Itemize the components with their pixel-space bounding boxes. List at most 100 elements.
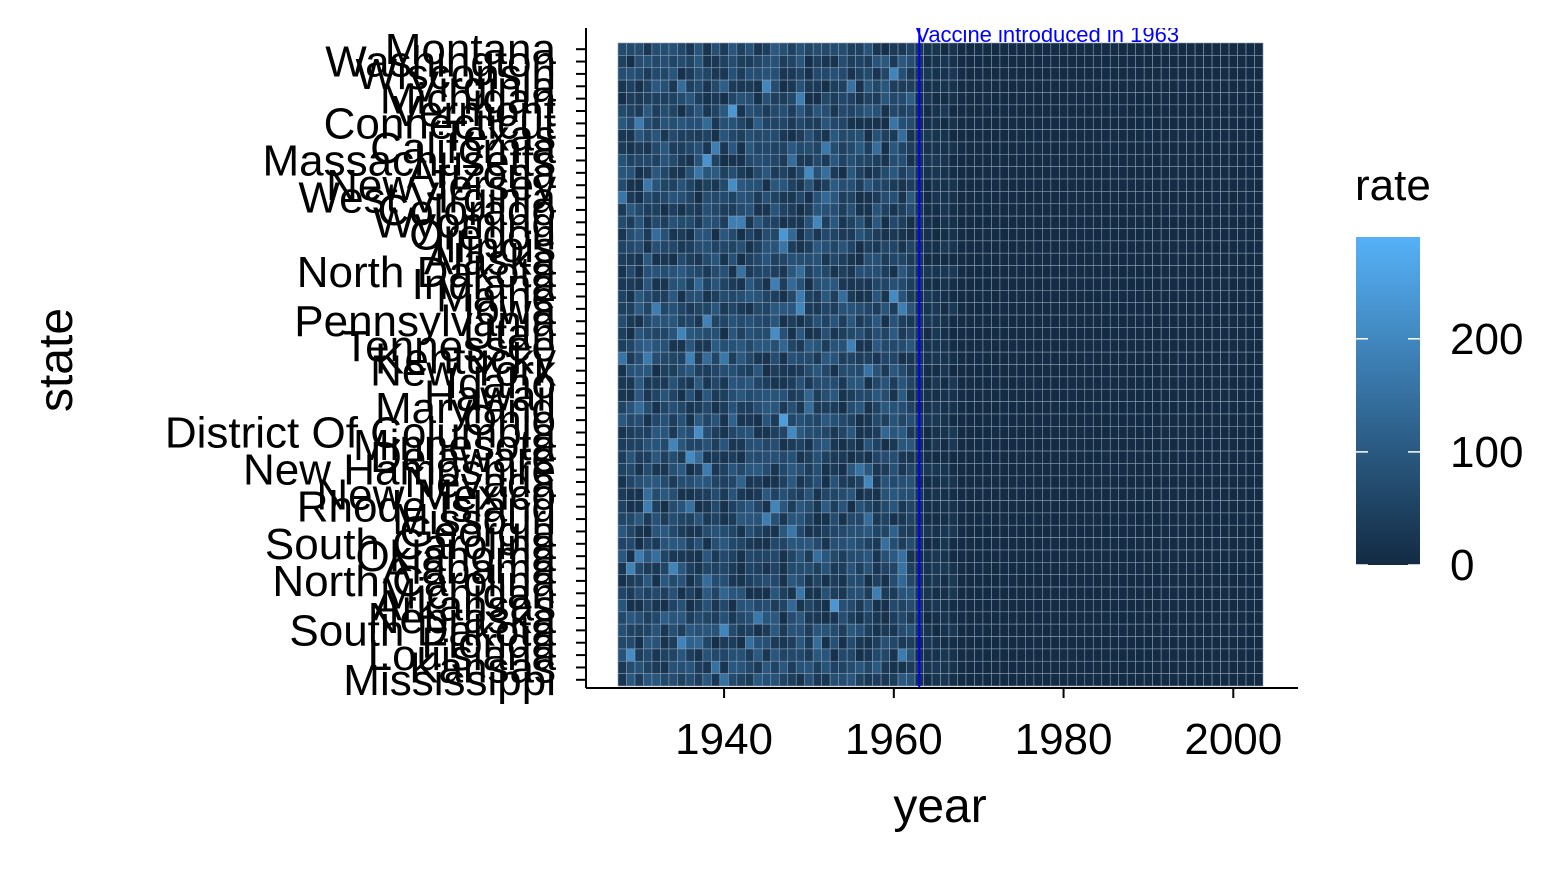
heatmap-cell xyxy=(736,215,746,229)
heatmap-cell xyxy=(1084,524,1094,538)
heatmap-cell xyxy=(626,252,636,266)
heatmap-cell xyxy=(855,611,865,625)
heatmap-cell xyxy=(838,376,848,390)
heatmap-cell xyxy=(1245,364,1255,378)
heatmap-cell xyxy=(1008,252,1018,266)
heatmap-cell xyxy=(1237,475,1247,489)
heatmap-cell xyxy=(906,153,916,167)
heatmap-cell xyxy=(1228,153,1238,167)
y-tick-label: Tennessee xyxy=(343,322,556,371)
heatmap-cell xyxy=(940,463,950,477)
heatmap-cell xyxy=(812,55,822,69)
heatmap-cell xyxy=(1008,203,1018,217)
heatmap-cell xyxy=(906,611,916,625)
heatmap-cell xyxy=(795,240,806,254)
heatmap-cell xyxy=(1033,487,1043,501)
heatmap-cell xyxy=(1126,79,1136,93)
heatmap-cell xyxy=(677,475,687,489)
heatmap-cell xyxy=(795,364,806,378)
heatmap-cell xyxy=(694,228,704,242)
heatmap-cell xyxy=(770,648,780,662)
heatmap-cell xyxy=(829,215,839,229)
heatmap-cell xyxy=(626,302,636,316)
heatmap-cell xyxy=(1126,191,1136,205)
heatmap-cell xyxy=(626,487,636,501)
heatmap-cell xyxy=(863,191,873,205)
heatmap-cell xyxy=(940,549,950,563)
heatmap-cell xyxy=(1109,426,1120,439)
heatmap-cell xyxy=(982,648,992,662)
heatmap-cell xyxy=(821,487,831,501)
heatmap-cell xyxy=(889,426,899,439)
heatmap-cell xyxy=(677,611,687,625)
heatmap-cell xyxy=(855,413,865,427)
heatmap-cell xyxy=(1237,178,1247,192)
heatmap-cell xyxy=(1118,290,1128,303)
heatmap-cell xyxy=(1101,413,1111,427)
heatmap-cell xyxy=(1160,79,1170,93)
heatmap-cell xyxy=(753,487,763,501)
heatmap-cell xyxy=(889,623,899,637)
heatmap-cell xyxy=(897,500,907,514)
heatmap-cell xyxy=(974,290,984,303)
heatmap-cell xyxy=(1016,67,1026,81)
heatmap-cell xyxy=(694,240,704,254)
heatmap-cell xyxy=(1016,290,1026,303)
heatmap-cell xyxy=(974,574,984,588)
heatmap-cell xyxy=(677,67,687,81)
heatmap-cell xyxy=(804,129,814,143)
heatmap-cell xyxy=(863,290,873,303)
heatmap-cell xyxy=(1067,191,1077,205)
heatmap-cell xyxy=(1033,129,1043,143)
heatmap-cell xyxy=(1092,500,1103,514)
heatmap-cell xyxy=(711,116,721,130)
heatmap-cell xyxy=(880,327,890,341)
heatmap-cell xyxy=(889,388,899,402)
heatmap-cell xyxy=(1118,364,1128,378)
heatmap-cell xyxy=(838,240,848,254)
heatmap-cell xyxy=(1237,240,1247,254)
heatmap-cell xyxy=(838,104,848,118)
heatmap-cell xyxy=(719,475,729,489)
heatmap-cell xyxy=(677,438,687,452)
heatmap-cell xyxy=(1118,537,1128,551)
heatmap-cell xyxy=(1084,549,1094,563)
heatmap-cell xyxy=(1228,327,1238,341)
heatmap-cell xyxy=(1126,450,1136,464)
heatmap-cell xyxy=(1186,549,1196,563)
heatmap-cell xyxy=(940,388,950,402)
heatmap-cell xyxy=(880,401,890,415)
heatmap-cell xyxy=(1033,388,1043,402)
heatmap-cell xyxy=(1228,339,1238,353)
y-tick-label: Illinois xyxy=(434,223,556,272)
heatmap-cell xyxy=(991,116,1001,130)
heatmap-cell xyxy=(838,55,848,69)
heatmap-cell xyxy=(1237,203,1247,217)
heatmap-cell xyxy=(1245,327,1255,341)
heatmap-cell xyxy=(931,116,941,130)
heatmap-cell xyxy=(728,648,738,662)
heatmap-cell xyxy=(1254,129,1264,143)
heatmap-cell xyxy=(660,636,670,650)
heatmap-cell xyxy=(668,79,678,93)
heatmap-cell xyxy=(1008,426,1018,439)
heatmap-cell xyxy=(821,413,831,427)
heatmap-cell xyxy=(668,512,678,526)
heatmap-cell xyxy=(855,327,865,341)
heatmap-cell xyxy=(677,549,687,563)
heatmap-cell xyxy=(651,166,661,180)
heatmap-cell xyxy=(897,203,907,217)
heatmap-cell xyxy=(1135,129,1145,143)
heatmap-cell xyxy=(1177,265,1187,279)
heatmap-cell xyxy=(1067,487,1077,501)
heatmap-cell xyxy=(897,327,907,341)
heatmap-cell xyxy=(1109,599,1120,613)
heatmap-cell xyxy=(617,388,627,402)
heatmap-cell xyxy=(795,401,806,415)
heatmap-cell xyxy=(1025,116,1035,130)
heatmap-cell xyxy=(1186,302,1196,316)
heatmap-cell xyxy=(1118,215,1128,229)
heatmap-cell xyxy=(753,623,763,637)
heatmap-cell xyxy=(702,524,712,538)
heatmap-cell xyxy=(1075,104,1086,118)
